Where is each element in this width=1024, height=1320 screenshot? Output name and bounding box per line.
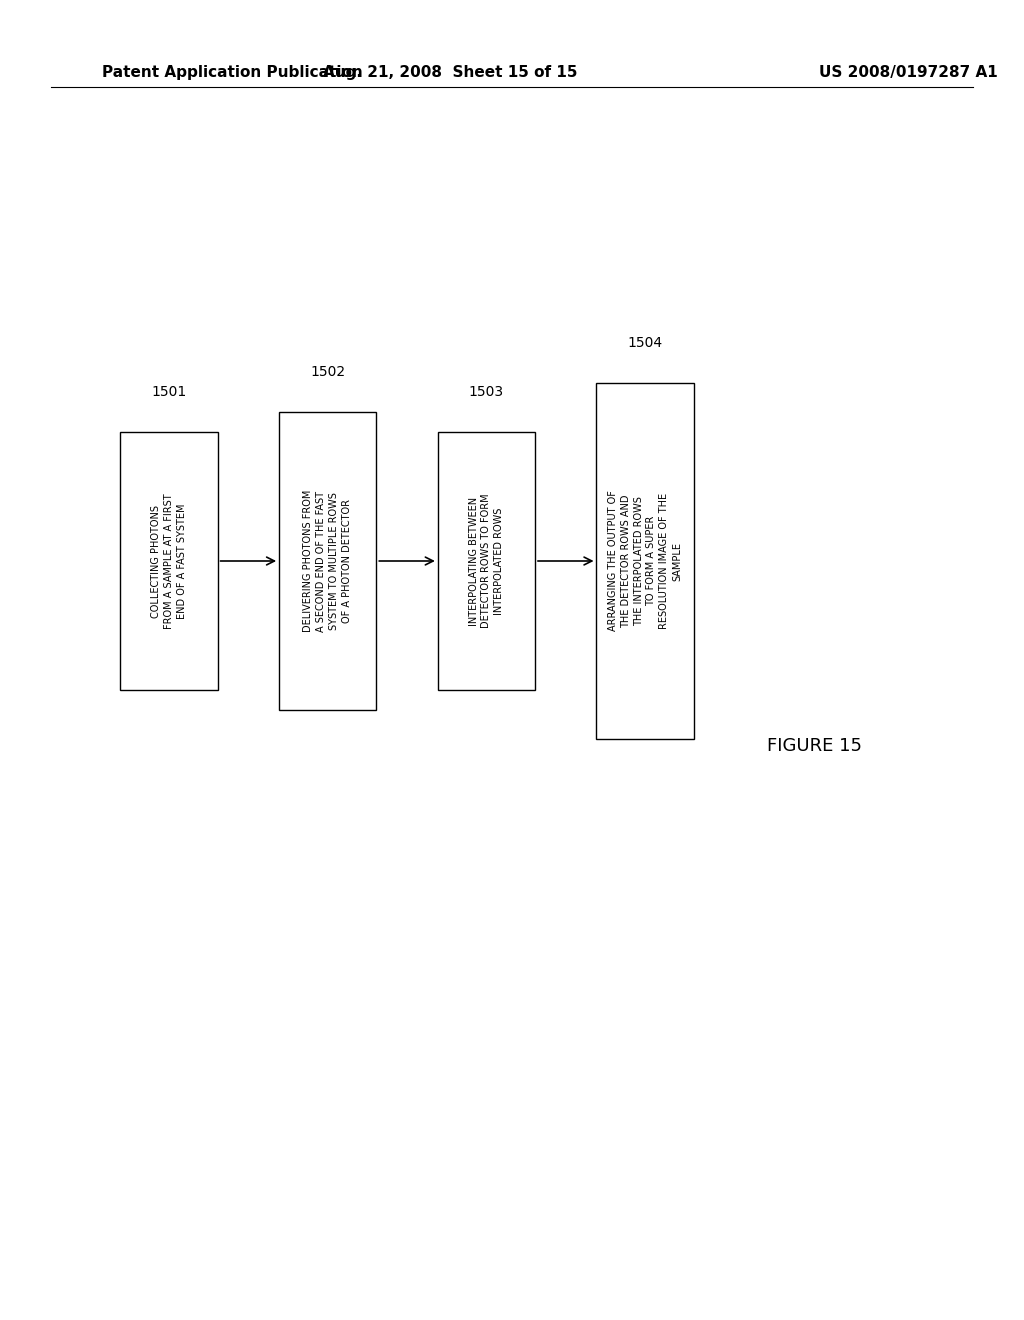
Text: Patent Application Publication: Patent Application Publication [102, 65, 364, 81]
Text: 1501: 1501 [152, 385, 186, 400]
Text: FIGURE 15: FIGURE 15 [767, 737, 861, 755]
Text: DELIVERING PHOTONS FROM
A SECOND END OF THE FAST
SYSTEM TO MULTIPLE ROWS
OF A PH: DELIVERING PHOTONS FROM A SECOND END OF … [303, 490, 352, 632]
Bar [279, 412, 377, 710]
Bar [596, 383, 694, 739]
Text: 1504: 1504 [628, 335, 663, 350]
Text: US 2008/0197287 A1: US 2008/0197287 A1 [819, 65, 998, 81]
Text: Aug. 21, 2008  Sheet 15 of 15: Aug. 21, 2008 Sheet 15 of 15 [324, 65, 578, 81]
Text: ARRANGING THE OUTPUT OF
THE DETECTOR ROWS AND
THE INTERPOLATED ROWS
TO FORM A SU: ARRANGING THE OUTPUT OF THE DETECTOR ROW… [608, 491, 682, 631]
Bar [438, 433, 535, 689]
Text: 1503: 1503 [469, 385, 504, 400]
Text: INTERPOLATING BETWEEN
DETECTOR ROWS TO FORM
INTERPOLATED ROWS: INTERPOLATING BETWEEN DETECTOR ROWS TO F… [469, 494, 504, 628]
Text: COLLECTING PHOTONS
FROM A SAMPLE AT A FIRST
END OF A FAST SYSTEM: COLLECTING PHOTONS FROM A SAMPLE AT A FI… [152, 494, 186, 628]
Text: 1502: 1502 [310, 366, 345, 380]
Bar [121, 433, 218, 689]
